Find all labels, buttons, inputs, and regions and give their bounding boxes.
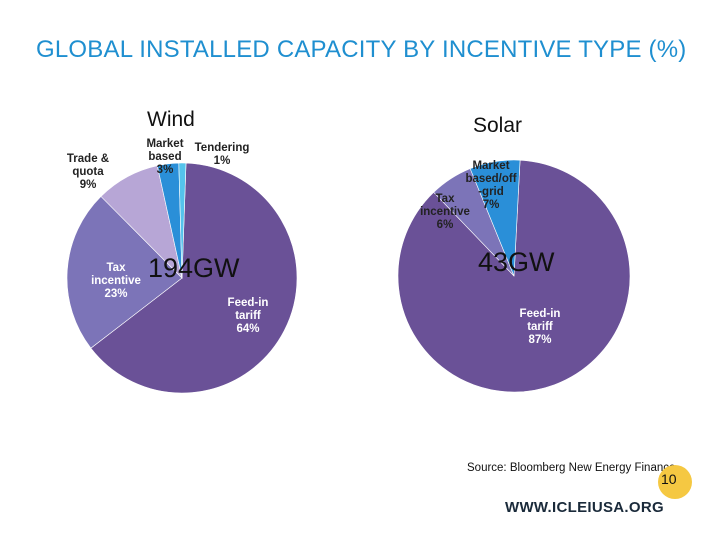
solar-chart-title: Solar xyxy=(473,114,523,137)
wind-slice-feed-in-tariff xyxy=(90,162,298,394)
wind-label-trade-quota: Trade & quota 9% xyxy=(66,153,110,191)
wind-slice-tendering xyxy=(178,162,187,279)
website-link[interactable]: WWW.ICLEIUSA.ORG xyxy=(505,499,664,516)
slide-title: GLOBAL INSTALLED CAPACITY BY INCENTIVE T… xyxy=(36,36,687,63)
logo-circle-icon xyxy=(658,465,692,499)
wind-slice-tax-incentive xyxy=(66,195,183,349)
wind-label-tendering: Tendering 1% xyxy=(194,142,250,167)
solar-label-market-based-off-grid: Market based/off -grid 7% xyxy=(465,160,517,211)
solar-label-feed-in-tariff: Feed-in tariff 87% xyxy=(519,308,561,346)
wind-label-tax-incentive: Tax incentive 23% xyxy=(91,262,141,300)
page-number: 10 xyxy=(661,471,677,487)
wind-total-label: 194GW xyxy=(148,253,240,283)
wind-label-market-based: Market based 3% xyxy=(146,138,184,176)
solar-slice-market-based-off-grid xyxy=(469,159,521,277)
solar-label-tax-incentive: Tax incentive 6% xyxy=(420,193,470,231)
wind-chart-title: Wind xyxy=(147,108,195,131)
wind-label-feed-in-tariff: Feed-in tariff 64% xyxy=(227,297,269,335)
solar-total-label: 43GW xyxy=(478,247,555,277)
source-note: Source: Bloomberg New Energy Finance xyxy=(467,462,676,474)
solar-slice-feed-in-tariff xyxy=(397,159,631,393)
